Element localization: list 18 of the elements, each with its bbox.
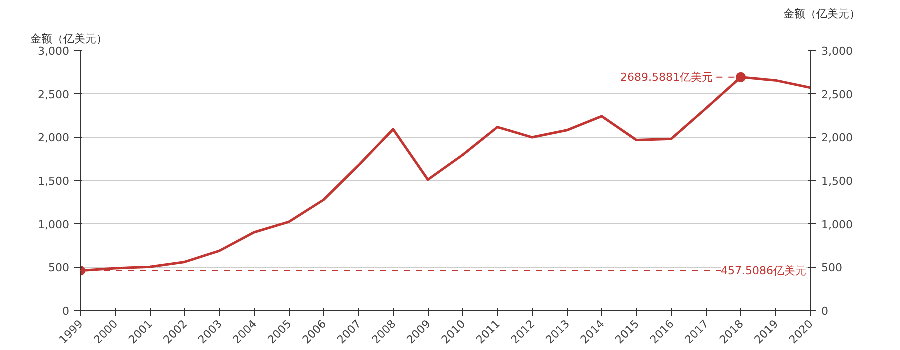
y2-tick-label: 0 (822, 305, 828, 318)
annotation: 2689.5881亿美元 (620, 70, 713, 84)
y2-tick-label: 500 (822, 262, 842, 275)
y2-tick-label: 1,000 (822, 218, 853, 232)
y-tick-label: 3,000 (38, 45, 70, 58)
y-tick-label: 1,000 (38, 218, 70, 232)
y-tick-label: 2,500 (38, 88, 70, 102)
y2-tick-label: 2,000 (822, 132, 853, 145)
y-tick-label: 1,500 (38, 175, 70, 188)
y-tick-label: 2,000 (38, 132, 70, 145)
y-tick-label: 0 (62, 305, 70, 318)
ref-line-label: 457.5086亿美元 (721, 264, 807, 278)
y2-tick-label: 3,000 (822, 45, 853, 58)
y2-tick-label: 1,500 (822, 175, 853, 188)
y-axis-title: 金额（亿美元） (30, 32, 108, 46)
y-tick-label: 500 (48, 262, 70, 275)
y2-tick-label: 2,500 (822, 88, 853, 102)
y2-axis-title: 金额（亿美元） (784, 8, 860, 20)
